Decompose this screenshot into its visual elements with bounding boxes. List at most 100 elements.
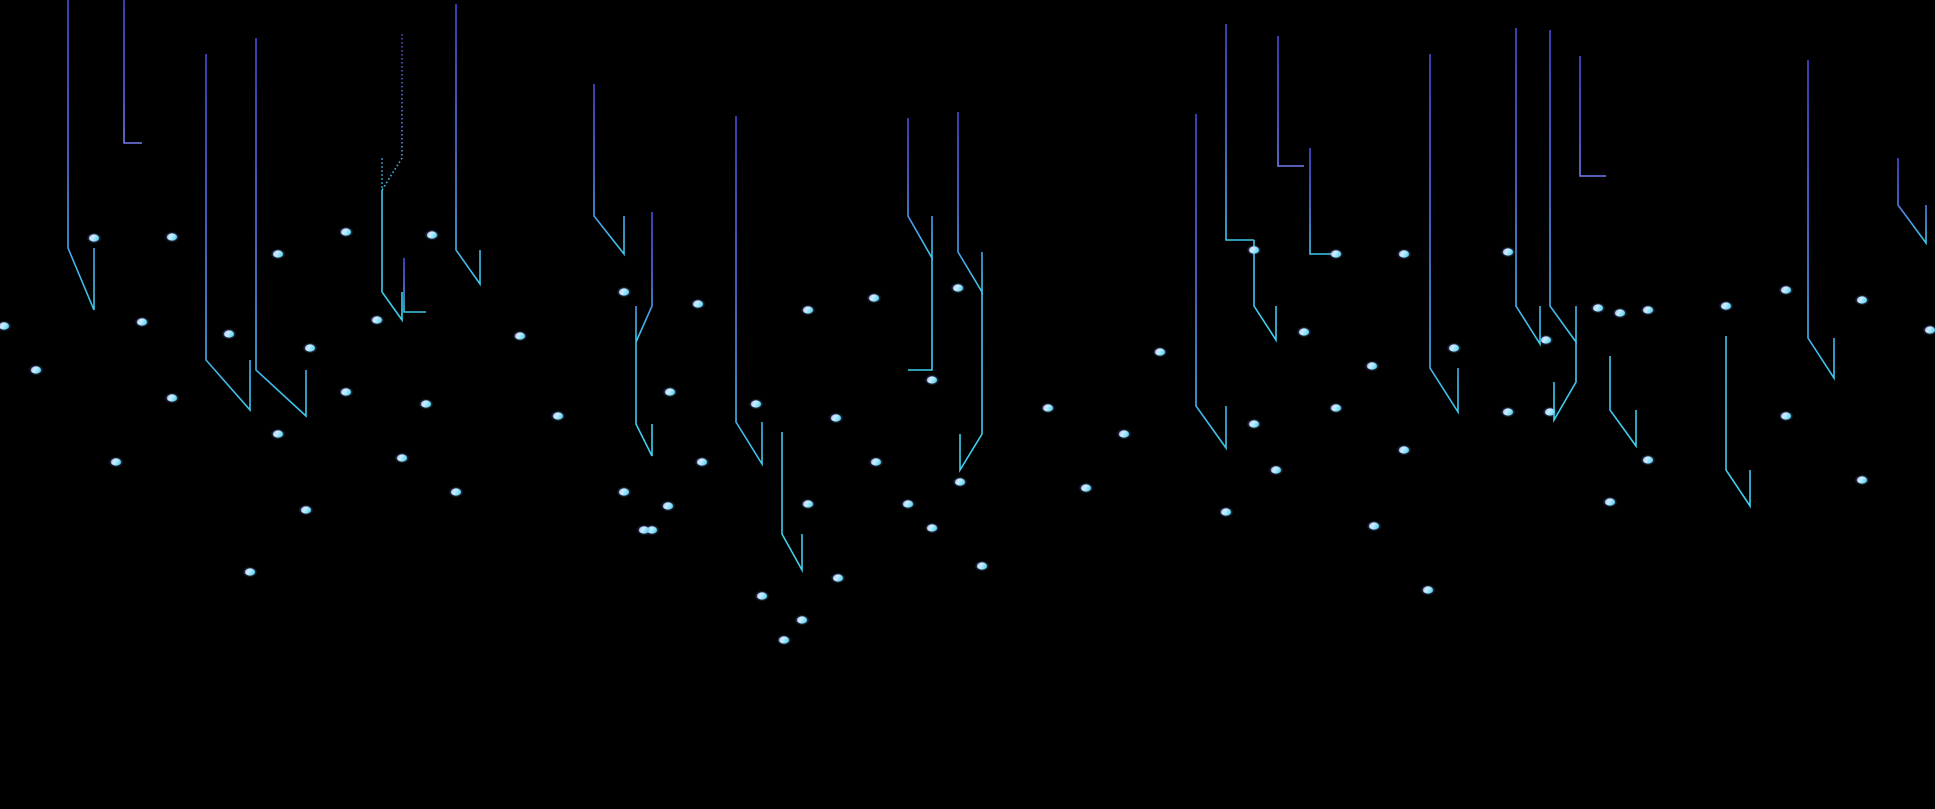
circuit-trace [403, 258, 426, 313]
terminal-node [1369, 522, 1379, 530]
terminal-node [1857, 296, 1867, 304]
terminal-node [1043, 404, 1053, 412]
terminal-node [245, 568, 255, 576]
terminal-node [1423, 586, 1433, 594]
circuit-trace [1225, 24, 1254, 241]
terminal-node [1249, 420, 1259, 428]
circuit-trace [1277, 36, 1304, 167]
terminal-node [797, 616, 807, 624]
terminal-node [1541, 336, 1551, 344]
terminal-node [1781, 286, 1791, 294]
terminal-node [639, 526, 649, 534]
terminal-node [833, 574, 843, 582]
terminal-node [451, 488, 461, 496]
terminal-node [1081, 484, 1091, 492]
circuit-trace [1253, 240, 1277, 343]
terminal-node [89, 234, 99, 242]
circuit-trace [735, 116, 763, 467]
terminal-node [1449, 344, 1459, 352]
terminal-node [31, 366, 41, 374]
terminal-node [421, 400, 431, 408]
terminal-node [619, 288, 629, 296]
terminal-node [1399, 446, 1409, 454]
terminal-node [831, 414, 841, 422]
terminal-node [977, 562, 987, 570]
terminal-node [515, 332, 525, 340]
terminal-node [1221, 508, 1231, 516]
terminal-node [341, 388, 351, 396]
terminal-node [757, 592, 767, 600]
terminal-node [619, 488, 629, 496]
terminal-node [224, 330, 234, 338]
terminal-node [955, 478, 965, 486]
circuit-trace [1725, 336, 1751, 509]
terminal-node [1367, 362, 1377, 370]
terminal-node [111, 458, 121, 466]
terminal-node [273, 430, 283, 438]
terminal-node [397, 454, 407, 462]
terminal-node [1503, 408, 1513, 416]
terminal-node [751, 400, 761, 408]
terminal-node [553, 412, 563, 420]
terminal-node [1299, 328, 1309, 336]
terminal-node [869, 294, 879, 302]
circuit-trace [381, 190, 403, 323]
terminal-node [927, 524, 937, 532]
terminal-node [137, 318, 147, 326]
terminal-node [803, 500, 813, 508]
terminal-node [1721, 302, 1731, 310]
terminal-node [427, 231, 437, 239]
terminal-node [341, 228, 351, 236]
terminal-node [903, 500, 913, 508]
circuit-trace [1429, 54, 1459, 415]
node-layer [0, 226, 1935, 646]
terminal-node [167, 394, 177, 402]
terminal-node [1545, 408, 1555, 416]
terminal-node [927, 376, 937, 384]
terminal-node [1643, 306, 1653, 314]
terminal-node [1593, 304, 1603, 312]
terminal-node [803, 306, 813, 314]
terminal-node [663, 502, 673, 510]
circuit-trace [1195, 114, 1227, 451]
terminal-node [273, 250, 283, 258]
circuit-trace [1515, 28, 1541, 347]
terminal-node [1155, 348, 1165, 356]
terminal-node [697, 458, 707, 466]
terminal-node [1503, 248, 1513, 256]
terminal-node [305, 344, 315, 352]
circuit-trace [635, 342, 653, 457]
circuit-trace [67, 0, 95, 311]
circuit-trace [959, 292, 983, 473]
circuit-trace [255, 38, 307, 418]
terminal-node [1925, 326, 1935, 334]
terminal-node [167, 233, 177, 241]
terminal-node [1643, 456, 1653, 464]
circuit-trace [455, 4, 481, 287]
circuit-trace [1897, 158, 1927, 246]
circuit-trace [1549, 30, 1577, 345]
trace-layer [3, 0, 1931, 809]
terminal-node [1331, 404, 1341, 412]
terminal-node [1615, 309, 1625, 317]
terminal-node [1249, 246, 1259, 254]
terminal-node [1781, 412, 1791, 420]
circuit-trace [1309, 148, 1336, 255]
terminal-node [779, 636, 789, 644]
terminal-node [1119, 430, 1129, 438]
circuit-trace [1553, 342, 1577, 423]
terminal-node [693, 300, 703, 308]
terminal-node [0, 322, 9, 330]
terminal-node [301, 506, 311, 514]
terminal-node [372, 316, 382, 324]
circuit-trace [1807, 60, 1835, 381]
terminal-node [1399, 250, 1409, 258]
terminal-node [871, 458, 881, 466]
circuit-trace [123, 0, 142, 144]
terminal-node [1271, 466, 1281, 474]
terminal-node [665, 388, 675, 396]
circuit-trace [781, 432, 803, 574]
